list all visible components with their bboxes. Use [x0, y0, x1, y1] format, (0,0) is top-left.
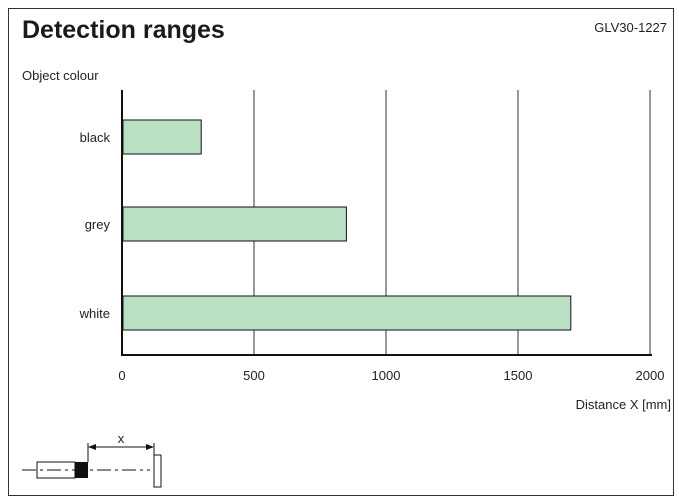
bar-white — [123, 296, 571, 330]
x-tick-label: 500 — [243, 368, 265, 383]
target-object — [154, 455, 161, 487]
bar-grey — [123, 207, 346, 241]
bar-black — [123, 120, 201, 154]
dimension-arrow-right — [146, 444, 154, 450]
x-tick-labels: 0 500 1000 1500 2000 — [118, 368, 664, 383]
x-tick-label: 0 — [118, 368, 125, 383]
sensor-diagram: x — [22, 431, 161, 487]
x-tick-label: 2000 — [636, 368, 665, 383]
category-label: white — [79, 306, 110, 321]
category-label: black — [80, 130, 111, 145]
category-labels: black grey white — [79, 130, 111, 321]
category-label: grey — [85, 217, 111, 232]
distance-label: x — [118, 431, 125, 446]
dimension-arrow-left — [88, 444, 96, 450]
bars — [123, 120, 571, 330]
x-tick-label: 1000 — [372, 368, 401, 383]
x-tick-label: 1500 — [504, 368, 533, 383]
